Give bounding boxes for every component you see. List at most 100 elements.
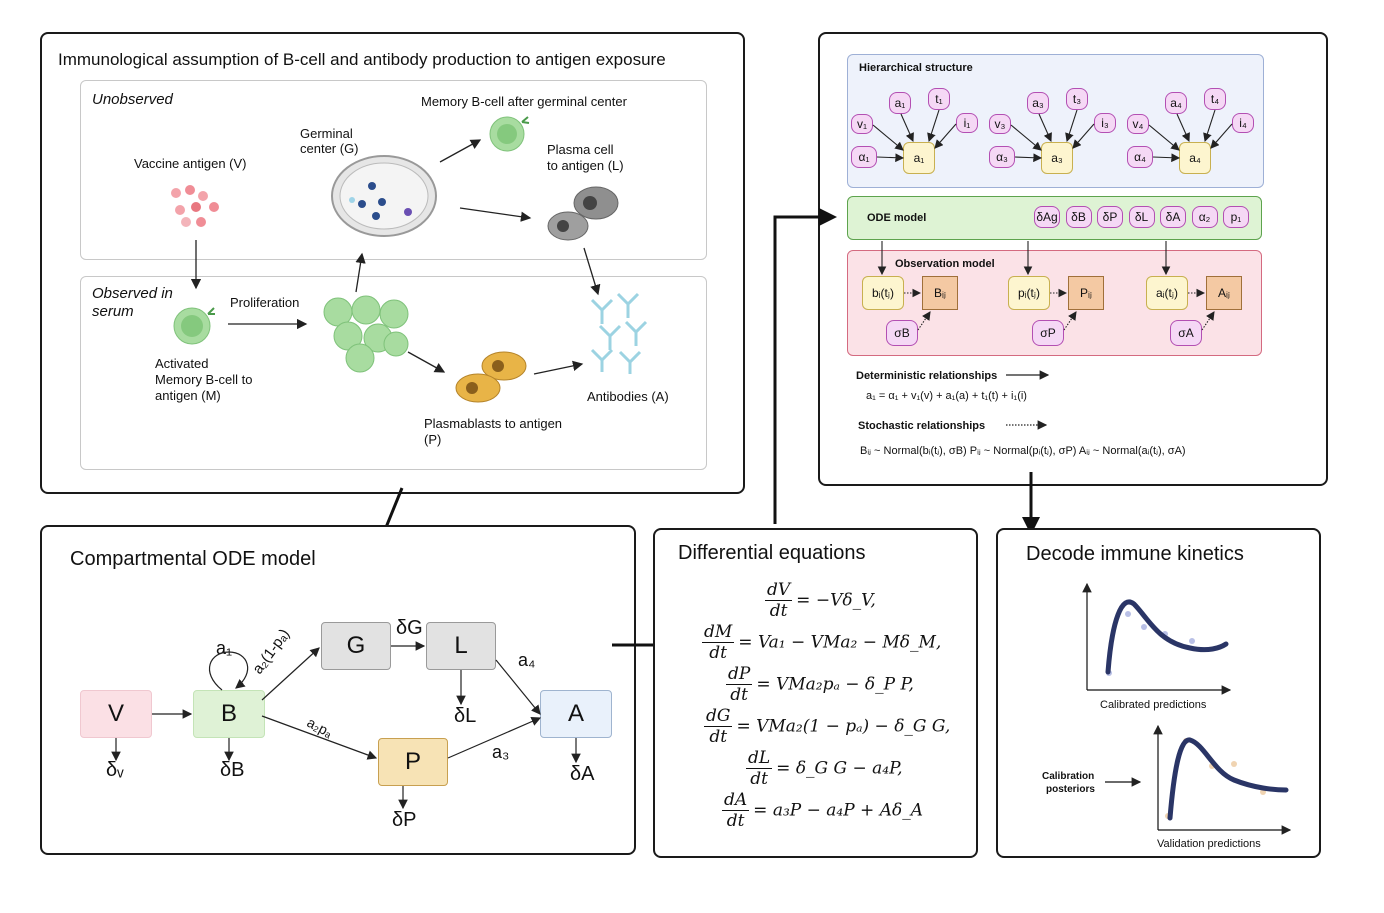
plasmablast-icon xyxy=(455,351,527,403)
antibodies-icon xyxy=(590,292,648,374)
ode-param: α₂ xyxy=(1191,206,1218,228)
hier-arrow xyxy=(1210,123,1233,149)
eq-numerator: dL xyxy=(746,748,773,769)
validation-curve xyxy=(1167,737,1289,821)
observed-value: Aᵢⱼ xyxy=(1206,276,1242,310)
stoch-equation: Bᵢⱼ ~ Normal(bᵢ(tⱼ), σB) Pᵢⱼ ~ Normal(pᵢ… xyxy=(860,445,1186,457)
hier-arrow xyxy=(1038,113,1052,143)
eq-denominator: dt xyxy=(769,601,788,621)
equation-row: dA dt = a₃P − a₄P + Aδ_A xyxy=(722,790,923,831)
unobserved-label: Unobserved xyxy=(92,91,173,108)
eq-numerator: dG xyxy=(704,706,733,727)
eq-rhs: = −Vδ_V, xyxy=(796,590,876,611)
calibrated-label: Calibrated predictions xyxy=(1100,699,1207,711)
param-v: v₁ xyxy=(851,114,873,134)
eq-denominator: dt xyxy=(709,643,727,663)
param-alpha: α₄ xyxy=(1127,146,1153,168)
label-dv: δᵥ xyxy=(106,759,124,781)
observation-title: Observation model xyxy=(895,258,995,270)
validation-label: Validation predictions xyxy=(1157,838,1261,850)
hier-arrow xyxy=(1148,124,1180,151)
hier-arrow xyxy=(1014,153,1043,163)
antibodies-label: Antibodies (A) xyxy=(587,389,669,404)
unobserved-region xyxy=(80,80,707,260)
eq-numerator: dP xyxy=(726,664,753,685)
sigma-param: σP xyxy=(1032,320,1064,346)
germinal-center-icon xyxy=(331,155,437,237)
vaccine-antigen-icon xyxy=(171,185,219,227)
param-v: v₄ xyxy=(1127,114,1149,134)
node-l: L xyxy=(426,622,496,670)
eq-denominator: dt xyxy=(726,811,745,831)
eq-denominator: dt xyxy=(750,769,768,789)
param-a: a₄ xyxy=(1165,92,1187,114)
latent-state: aᵢ(tⱼ) xyxy=(1146,276,1188,310)
param-alpha: α₁ xyxy=(851,146,877,168)
hier-arrow xyxy=(1176,113,1190,143)
label-a3: a₃ xyxy=(492,742,510,762)
equations-panel xyxy=(653,528,978,858)
vaccine-label: Vaccine antigen (V) xyxy=(134,156,247,171)
germinal-label-1: Germinal xyxy=(300,126,353,141)
immunology-title: Immunological assumption of B-cell and a… xyxy=(58,50,666,69)
hier-arrow xyxy=(917,311,931,331)
equations-title: Differential equations xyxy=(678,542,866,564)
hier-arrow xyxy=(1201,311,1215,331)
hier-arrow xyxy=(1152,153,1181,163)
ode-param: δL xyxy=(1128,206,1155,228)
immunology-panel xyxy=(40,32,745,494)
activated-b-cell-icon xyxy=(173,307,215,345)
plasmablast-label-2: (P) xyxy=(424,432,442,447)
observed-label-line1: Observed in xyxy=(92,285,173,302)
sigma-param: σA xyxy=(1170,320,1202,346)
eq-numerator: dM xyxy=(702,622,735,643)
plasma-cell-icon xyxy=(547,186,619,241)
eq-denominator: dt xyxy=(730,685,749,705)
eq-rhs: = VMa₂(1 − pₐ) − δ_G G, xyxy=(736,716,951,737)
equation-row: dG dt = VMa₂(1 − pₐ) − δ_G G, xyxy=(704,706,950,747)
hier-arrow xyxy=(872,124,904,151)
hier-arrow xyxy=(1203,109,1216,143)
activated-label-2: Memory B-cell to xyxy=(155,372,253,387)
plasma-label-2: to antigen (L) xyxy=(547,158,624,173)
eq-numerator: dV xyxy=(765,580,793,601)
eq-rhs: = a₃P − a₄P + Aδ_A xyxy=(753,800,923,821)
equation-row: dL dt = δ_G G − a₄P, xyxy=(746,748,903,789)
param-i: i₄ xyxy=(1232,113,1254,133)
equation-row: dM dt = Va₁ − VMa₂ − Mδ_M, xyxy=(702,622,941,663)
eq-rhs: = VMa₂pₐ − δ_P P, xyxy=(756,674,914,695)
plasma-label-1: Plasma cell xyxy=(547,142,614,157)
param-t: t₄ xyxy=(1204,88,1226,110)
latent-state: bᵢ(tⱼ) xyxy=(862,276,904,310)
proliferating-cells-icon xyxy=(323,295,409,373)
param-alpha: α₃ xyxy=(989,146,1015,168)
hier-arrow xyxy=(1065,109,1078,143)
activated-label-3: antigen (M) xyxy=(155,388,221,403)
posteriors-label-1: Calibration xyxy=(1042,771,1095,782)
label-da: δA xyxy=(570,763,595,785)
hier-arrow xyxy=(876,153,905,163)
node-p: P xyxy=(378,738,448,786)
label-dp: δP xyxy=(392,809,417,831)
eq-denominator: dt xyxy=(709,727,728,747)
hier-arrow xyxy=(900,113,914,143)
decode-title: Decode immune kinetics xyxy=(1026,543,1244,565)
eq-rhs: = δ_G G − a₄P, xyxy=(776,758,903,779)
activated-label-1: Activated xyxy=(155,356,209,371)
equation-row: dP dt = VMa₂pₐ − δ_P P, xyxy=(726,664,914,705)
det-equation: a₁ = α₁ + v₁(v) + a₁(a) + t₁(t) + i₁(i) xyxy=(866,390,1027,402)
node-a-combined: a₄ xyxy=(1179,142,1211,174)
label-dg: δG xyxy=(396,617,423,639)
node-b: B xyxy=(193,690,265,738)
calibrated-curve xyxy=(1105,599,1229,675)
equation-row: dV dt = −Vδ_V, xyxy=(765,580,876,621)
hier-arrow xyxy=(1010,124,1042,151)
ode-param: δA xyxy=(1160,206,1186,228)
ode-param: δP xyxy=(1097,206,1123,228)
latent-state: pᵢ(tⱼ) xyxy=(1008,276,1050,310)
eq-rhs: = Va₁ − VMa₂ − Mδ_M, xyxy=(738,632,942,653)
param-v: v₃ xyxy=(989,114,1011,134)
